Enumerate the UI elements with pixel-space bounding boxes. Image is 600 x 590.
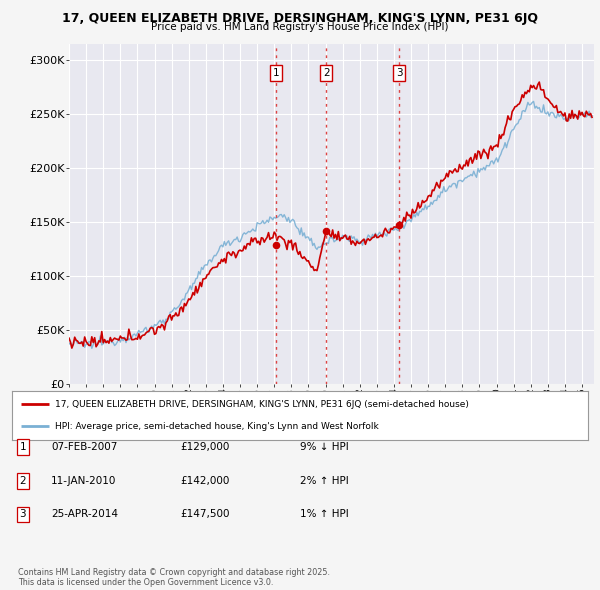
Text: 11-JAN-2010: 11-JAN-2010: [51, 476, 116, 486]
Text: 07-FEB-2007: 07-FEB-2007: [51, 442, 118, 452]
Text: 1% ↑ HPI: 1% ↑ HPI: [300, 510, 349, 519]
Text: 2: 2: [19, 476, 26, 486]
Text: 25-APR-2014: 25-APR-2014: [51, 510, 118, 519]
Point: [271, 240, 281, 250]
Text: 1: 1: [272, 68, 279, 78]
Text: £147,500: £147,500: [180, 510, 229, 519]
Text: 9% ↓ HPI: 9% ↓ HPI: [300, 442, 349, 452]
Text: 3: 3: [396, 68, 403, 78]
Point: [322, 226, 331, 235]
Text: 3: 3: [19, 510, 26, 519]
Text: Price paid vs. HM Land Registry's House Price Index (HPI): Price paid vs. HM Land Registry's House …: [151, 22, 449, 32]
Text: 17, QUEEN ELIZABETH DRIVE, DERSINGHAM, KING'S LYNN, PE31 6JQ: 17, QUEEN ELIZABETH DRIVE, DERSINGHAM, K…: [62, 12, 538, 25]
Text: HPI: Average price, semi-detached house, King's Lynn and West Norfolk: HPI: Average price, semi-detached house,…: [55, 422, 379, 431]
Point: [395, 220, 404, 230]
Text: 2: 2: [323, 68, 329, 78]
Text: 1: 1: [19, 442, 26, 452]
Text: £142,000: £142,000: [180, 476, 229, 486]
Text: 2% ↑ HPI: 2% ↑ HPI: [300, 476, 349, 486]
Text: Contains HM Land Registry data © Crown copyright and database right 2025.
This d: Contains HM Land Registry data © Crown c…: [18, 568, 330, 587]
Text: 17, QUEEN ELIZABETH DRIVE, DERSINGHAM, KING'S LYNN, PE31 6JQ (semi-detached hous: 17, QUEEN ELIZABETH DRIVE, DERSINGHAM, K…: [55, 400, 469, 409]
Text: £129,000: £129,000: [180, 442, 229, 452]
